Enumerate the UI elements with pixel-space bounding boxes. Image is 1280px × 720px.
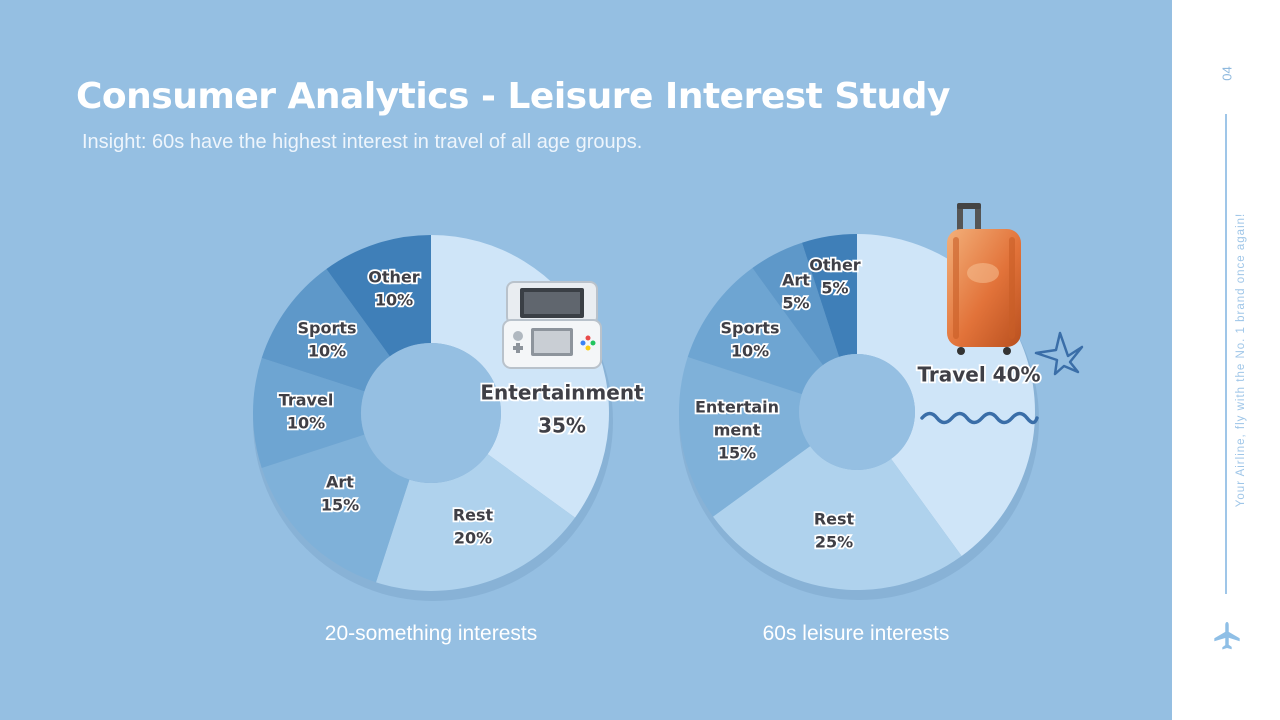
chart-caption-20-something: 20-something interests <box>324 622 538 645</box>
slice-label-rest: 25% <box>815 533 853 552</box>
slice-label-travel: Travel <box>279 391 334 410</box>
slice-label-art: 15% <box>321 496 359 515</box>
slice-label-rest: 20% <box>454 529 492 548</box>
slice-label-art: Art <box>782 271 810 290</box>
chart-caption-60s: 60s leisure interests <box>762 622 950 645</box>
slice-label-rest: Rest <box>453 506 494 525</box>
slide-title: Consumer Analytics - Leisure Interest St… <box>76 76 950 117</box>
slice-label-sports: Sports <box>720 319 779 338</box>
handheld-game-console-icon <box>502 281 602 369</box>
charts-svg: Entertainment35%Rest20%Art15%Travel10%Sp… <box>253 203 1084 601</box>
wavy-line-icon <box>920 411 1039 425</box>
slice-rest <box>712 446 962 590</box>
slice-label-other: 5% <box>821 279 848 298</box>
slice-label-art: Art <box>326 473 354 492</box>
slice-art <box>261 434 410 583</box>
airplane-icon <box>1214 622 1240 650</box>
slice-label-sports: 10% <box>731 342 769 361</box>
slice-label-entertainment: 15% <box>718 444 756 463</box>
slice-label-rest: Rest <box>814 510 855 529</box>
slice-rest <box>375 454 576 591</box>
slice-sports <box>687 267 823 395</box>
slide-subtitle: Insight: 60s have the highest interest i… <box>82 131 643 153</box>
suitcase-icon <box>947 203 1021 355</box>
slice-label-other: Other <box>809 256 860 275</box>
slice-label-entertainment: 35% <box>538 414 586 438</box>
donut-hole <box>799 354 915 470</box>
sidebar-tagline: Your Airline, fly with the No. 1 brand o… <box>1235 212 1247 508</box>
slice-other <box>801 234 857 357</box>
slice-label-sports: Sports <box>297 319 356 338</box>
slice-label-sports: 10% <box>308 342 346 361</box>
slice-entertainment <box>679 356 811 517</box>
slide: Consumer Analytics - Leisure Interest St… <box>0 0 1172 720</box>
slice-label-entertainment: Entertain <box>695 398 779 417</box>
star-icon <box>1034 331 1084 376</box>
slice-other <box>326 235 431 357</box>
donut-hole <box>361 343 501 483</box>
slice-sports <box>261 268 390 392</box>
slice-travel <box>253 357 365 469</box>
page-number: 04 <box>1219 66 1235 81</box>
slice-label-other: 10% <box>375 291 413 310</box>
slice-label-travel: Travel 40% <box>917 363 1040 387</box>
slice-label-art: 5% <box>782 294 809 313</box>
slice-label-other: Other <box>368 268 419 287</box>
slice-label-travel: 10% <box>287 414 325 433</box>
slice-label-entertainment: Entertainment <box>480 381 644 405</box>
sidebar-divider <box>1225 114 1227 594</box>
slice-art <box>752 242 840 366</box>
slice-label-entertainment: ment <box>714 421 761 440</box>
